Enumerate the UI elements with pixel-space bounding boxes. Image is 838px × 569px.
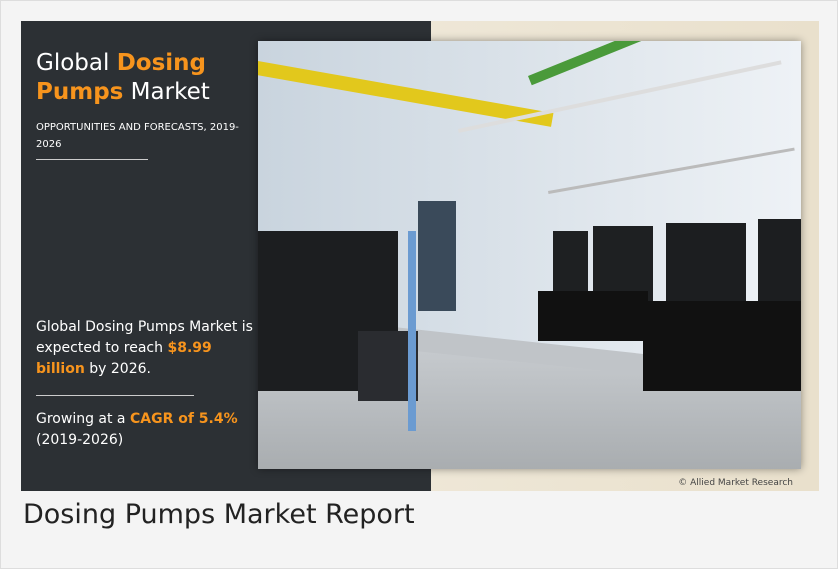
- forecast-text: by 2026.: [84, 361, 151, 377]
- forecast-highlight: $8.99 billion: [36, 340, 212, 377]
- growth-text: Growing at a: [36, 411, 130, 427]
- headline: Global Dosing Pumps Market: [36, 49, 210, 107]
- forecast-text: Global Dosing Pumps Market is expected t…: [36, 319, 253, 356]
- divider: [36, 395, 194, 396]
- growth: Growing at a CAGR of 5.4% (2019-2026): [36, 409, 261, 451]
- copyright: © Allied Market Research: [678, 478, 793, 488]
- forecast: Global Dosing Pumps Market is expected t…: [36, 317, 261, 380]
- growth-text: (2019-2026): [36, 432, 124, 448]
- divider: [36, 159, 148, 160]
- headline-text: Global: [36, 50, 117, 76]
- subheading: OPPORTUNITIES AND FORECASTS, 2019-2026: [36, 122, 239, 150]
- caption: Dosing Pumps Market Report: [23, 499, 415, 530]
- banner: Global Dosing Pumps Market OPPORTUNITIES…: [21, 21, 819, 491]
- photo: [258, 41, 801, 469]
- headline-highlight: Pumps: [36, 79, 124, 105]
- headline-highlight: Dosing: [116, 50, 206, 76]
- headline-text: Market: [123, 79, 210, 105]
- growth-highlight: CAGR of 5.4%: [129, 411, 238, 427]
